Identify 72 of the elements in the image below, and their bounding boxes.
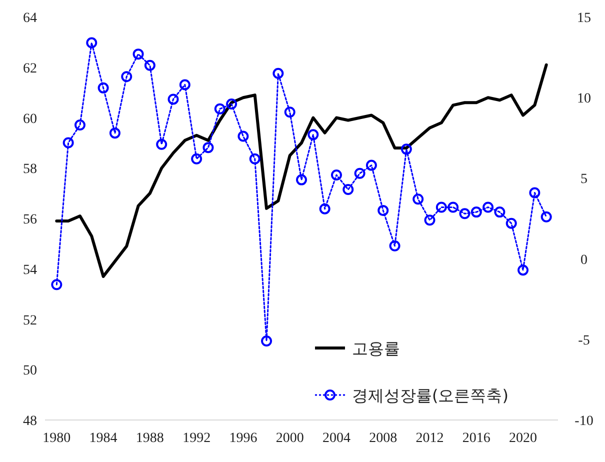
point	[296, 174, 307, 186]
x-tick-label: 2008	[369, 431, 398, 446]
point	[132, 48, 144, 60]
point	[86, 37, 98, 48]
y2-tick-label: 5	[580, 172, 588, 188]
point	[308, 129, 319, 140]
y-tick-label: 64	[23, 11, 37, 26]
point	[249, 153, 260, 164]
point	[354, 168, 366, 179]
point	[378, 204, 389, 216]
legend-label: 고용률	[352, 339, 400, 358]
point	[330, 169, 342, 180]
point	[436, 202, 447, 213]
point	[400, 144, 412, 155]
y2-tick-label: -10	[574, 414, 594, 429]
point	[214, 103, 226, 114]
y-tick-label: 58	[23, 162, 37, 178]
point	[424, 214, 436, 226]
point	[51, 279, 62, 290]
x-tick-label: 2016	[462, 431, 490, 446]
y-tick-label: 56	[23, 212, 37, 228]
y2-tick-label: 10	[577, 92, 591, 107]
point	[191, 153, 202, 164]
x-tick-label: 2000	[276, 431, 304, 446]
y-tick-label: 60	[23, 112, 37, 127]
point	[62, 137, 74, 148]
point	[366, 160, 377, 171]
point	[506, 218, 517, 229]
point	[540, 211, 552, 222]
x-tick-label: 1988	[136, 431, 164, 446]
point	[518, 264, 529, 276]
point	[482, 202, 494, 213]
point	[272, 68, 284, 79]
point	[261, 336, 272, 347]
point	[470, 206, 482, 218]
point	[284, 106, 296, 118]
point	[202, 142, 214, 154]
point	[156, 138, 168, 150]
x-tick-label: 1992	[182, 431, 211, 446]
x-tick-label: 2004	[322, 431, 350, 446]
point	[342, 184, 354, 195]
point	[168, 94, 179, 105]
y-tick-label: 52	[23, 313, 37, 328]
point	[238, 130, 249, 142]
line-series	[55, 63, 548, 278]
point	[319, 203, 330, 214]
point	[226, 98, 238, 110]
point	[448, 202, 459, 213]
point	[109, 128, 120, 139]
point	[459, 208, 470, 220]
point	[98, 82, 109, 94]
point	[494, 206, 506, 218]
y2-tick-label: 15	[577, 11, 591, 26]
x-tick-label: 1984	[89, 431, 118, 446]
point	[389, 240, 400, 252]
y-tick-label: 50	[23, 364, 37, 379]
point	[121, 71, 132, 82]
x-tick-label: 1980	[42, 431, 71, 446]
y-tick-label: 54	[23, 262, 37, 278]
x-tick-label: 2020	[509, 431, 538, 446]
point	[529, 187, 540, 198]
legend-label: 경제성장률(오른쪽축)	[352, 386, 508, 405]
y2-tick-label: 0	[580, 252, 588, 268]
point	[144, 60, 156, 71]
y-tick-label: 48	[23, 414, 37, 429]
x-tick-label: 1996	[229, 431, 258, 446]
y2-tick-label: -5	[578, 333, 590, 348]
y-tick-label: 62	[23, 61, 37, 76]
point	[74, 120, 86, 131]
point	[412, 194, 424, 205]
x-tick-label: 2012	[416, 431, 444, 446]
point	[179, 79, 190, 90]
